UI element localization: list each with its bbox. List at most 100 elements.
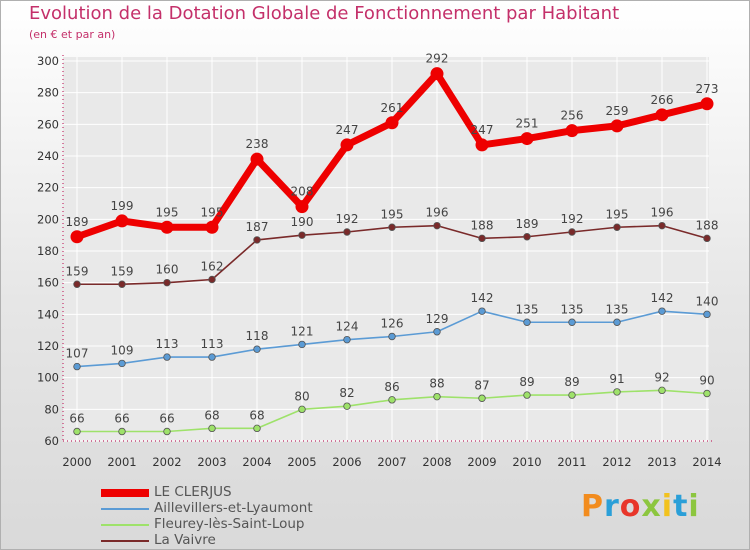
data-label: 251 [516, 117, 539, 131]
y-tick-label: 100 [37, 371, 59, 385]
y-tick-label: 120 [37, 339, 59, 353]
chart-title: Evolution de la Dotation Globale de Fonc… [29, 3, 620, 24]
data-label: 159 [66, 264, 89, 278]
logo-letter: P [581, 489, 604, 524]
data-point [208, 424, 216, 433]
data-label: 142 [651, 291, 674, 305]
data-label: 256 [561, 109, 584, 123]
legend-swatch [101, 524, 149, 526]
data-point [523, 318, 531, 326]
y-tick-label: 140 [37, 307, 59, 321]
data-point [703, 234, 711, 243]
data-point [73, 427, 81, 436]
data-point [655, 108, 669, 122]
data-label: 118 [246, 329, 269, 343]
data-label: 142 [471, 291, 494, 305]
data-point [253, 424, 261, 433]
data-label: 66 [69, 412, 84, 426]
logo-letter: r [604, 489, 620, 524]
data-point [478, 307, 486, 315]
data-point [388, 332, 396, 341]
data-label: 129 [426, 312, 449, 326]
data-label: 160 [156, 263, 179, 277]
logo-letter: i [688, 489, 700, 524]
data-point [475, 138, 489, 152]
data-label: 89 [519, 375, 534, 389]
data-label: 88 [429, 377, 444, 391]
x-tick-label: 2000 [62, 455, 91, 469]
data-label: 135 [516, 302, 539, 316]
data-point [613, 388, 621, 396]
data-label: 189 [516, 217, 539, 231]
data-label: 66 [114, 412, 129, 426]
legend-label: Fleurey-lès-Saint-Loup [154, 516, 305, 532]
data-point [388, 396, 396, 404]
data-label: 66 [159, 412, 174, 426]
data-label: 259 [606, 104, 629, 118]
data-label: 192 [561, 212, 584, 226]
data-point [163, 278, 171, 287]
data-label: 126 [381, 317, 404, 331]
data-point [343, 228, 351, 236]
data-label: 68 [204, 408, 219, 422]
x-tick-label: 2014 [692, 455, 721, 469]
data-label: 162 [201, 260, 224, 274]
data-point [205, 220, 219, 234]
x-tick-label: 2005 [287, 455, 316, 469]
x-tick-label: 2012 [602, 455, 631, 469]
data-point [343, 335, 351, 344]
data-label: 195 [381, 207, 404, 221]
data-point [388, 223, 396, 231]
data-label: 190 [291, 215, 314, 229]
data-label: 90 [699, 374, 714, 388]
x-tick-label: 2009 [467, 455, 496, 469]
data-label: 109 [111, 343, 134, 357]
x-tick-label: 2010 [512, 455, 541, 469]
data-point [208, 353, 216, 361]
data-point [700, 97, 714, 111]
data-point [433, 392, 441, 401]
x-tick-label: 2007 [377, 455, 406, 469]
data-point [160, 220, 174, 234]
y-tick-label: 240 [37, 149, 59, 163]
legend-swatch [101, 489, 149, 497]
legend-swatch [101, 540, 149, 542]
data-point [568, 318, 576, 326]
legend-label: La Vaivre [154, 532, 216, 548]
data-label: 247 [471, 123, 494, 137]
data-label: 195 [156, 205, 179, 219]
data-point [253, 236, 261, 244]
data-label: 121 [291, 324, 314, 338]
data-label: 68 [249, 408, 264, 422]
y-tick-label: 60 [44, 434, 59, 448]
data-point [298, 231, 306, 239]
proxiti-logo: Proxiti [581, 489, 700, 524]
data-point [523, 233, 531, 241]
data-label: 192 [336, 212, 359, 226]
y-tick-label: 80 [44, 402, 59, 416]
x-tick-label: 2011 [557, 455, 586, 469]
data-point [613, 223, 621, 231]
data-point [433, 221, 441, 230]
legend-label: Aillevillers-et-Lyaumont [154, 500, 313, 516]
data-point [565, 124, 579, 138]
data-label: 196 [651, 206, 674, 220]
data-label: 196 [426, 206, 449, 220]
x-tick-label: 2002 [152, 455, 181, 469]
data-label: 107 [66, 347, 89, 361]
y-tick-label: 260 [37, 117, 59, 131]
logo-letter: i [661, 489, 674, 524]
data-point [478, 234, 486, 243]
data-point [118, 359, 126, 368]
data-point [118, 280, 126, 288]
data-label: 188 [696, 218, 719, 232]
x-tick-label: 2003 [197, 455, 226, 469]
data-point [703, 389, 711, 398]
data-point [340, 138, 354, 152]
y-tick-label: 160 [37, 276, 59, 290]
data-point [73, 280, 81, 288]
data-label: 113 [201, 337, 224, 351]
data-label: 92 [654, 370, 669, 384]
